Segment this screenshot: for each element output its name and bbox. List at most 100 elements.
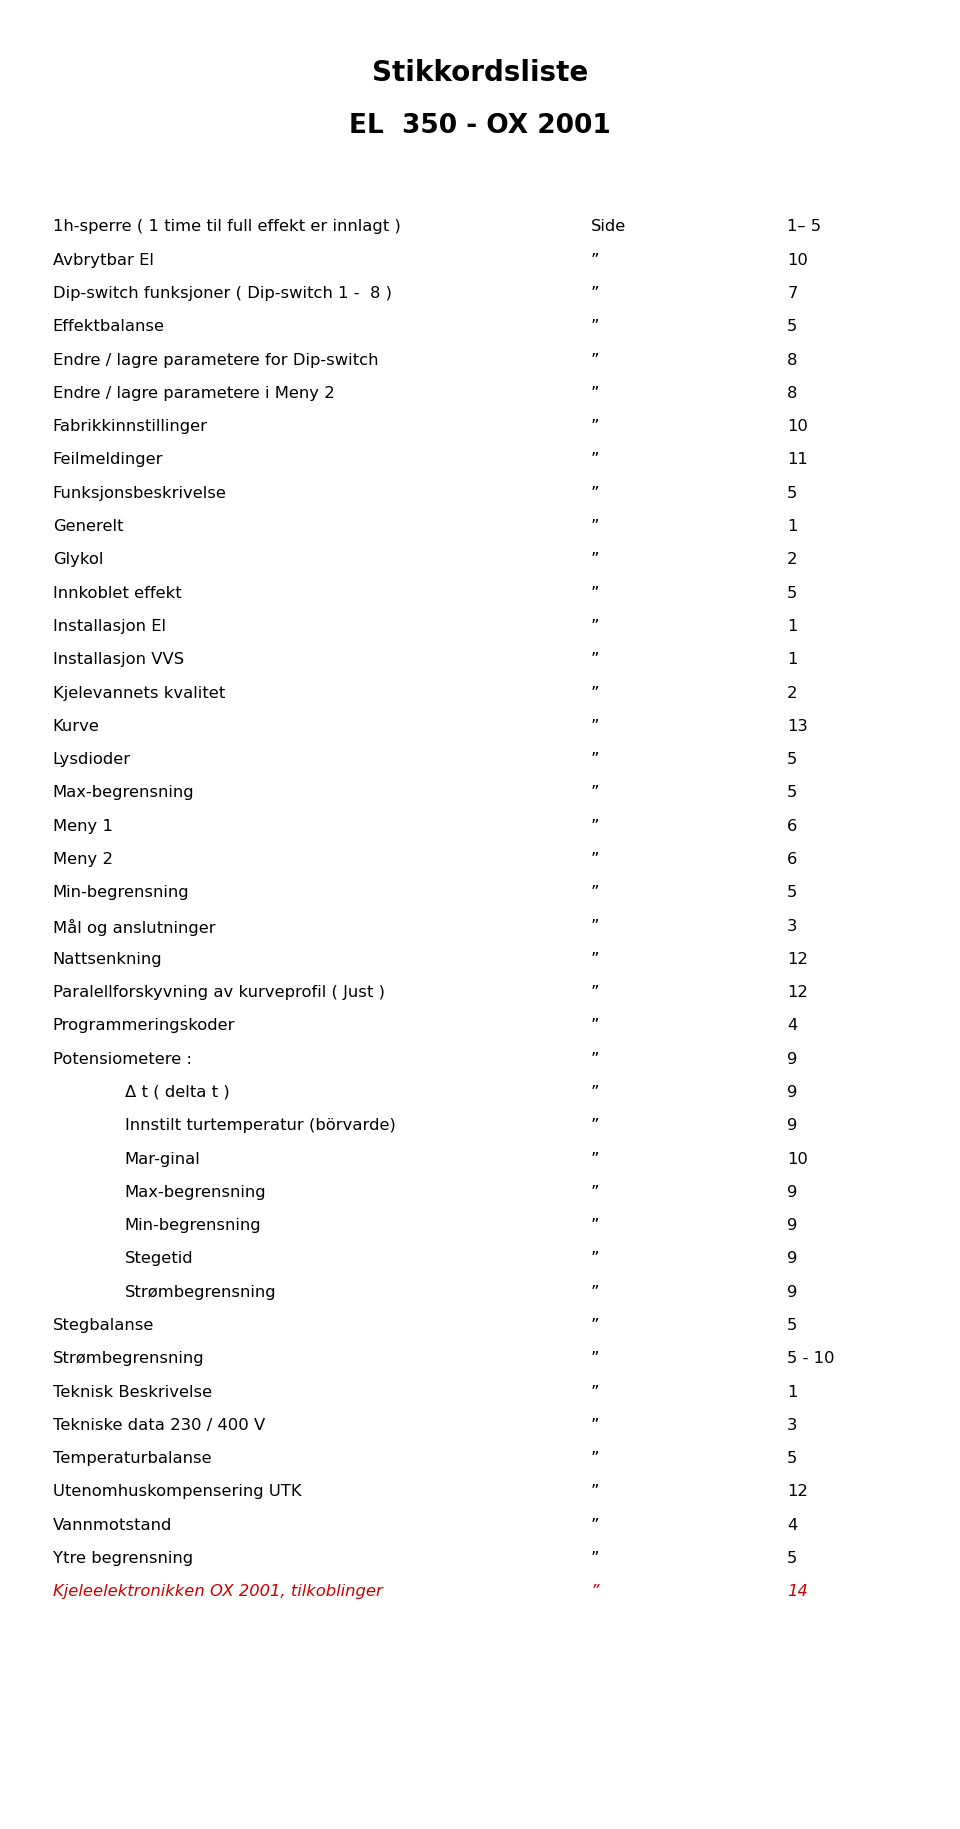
Text: ”: ” bbox=[590, 1518, 599, 1533]
Text: ”: ” bbox=[590, 1218, 599, 1233]
Text: Avbrytbar El: Avbrytbar El bbox=[53, 252, 154, 267]
Text: ”: ” bbox=[590, 986, 599, 1000]
Text: Generelt: Generelt bbox=[53, 519, 123, 534]
Text: 9: 9 bbox=[787, 1052, 798, 1066]
Text: 5: 5 bbox=[787, 885, 798, 900]
Text: ”: ” bbox=[590, 419, 599, 433]
Text: 10: 10 bbox=[787, 252, 808, 267]
Text: Funksjonsbeskrivelse: Funksjonsbeskrivelse bbox=[53, 487, 227, 501]
Text: 9: 9 bbox=[787, 1251, 798, 1266]
Text: Kurve: Kurve bbox=[53, 719, 100, 733]
Text: 9: 9 bbox=[787, 1085, 798, 1099]
Text: ”: ” bbox=[590, 1019, 599, 1033]
Text: ”: ” bbox=[590, 1485, 599, 1500]
Text: 5: 5 bbox=[787, 1319, 798, 1333]
Text: 5: 5 bbox=[787, 1450, 798, 1467]
Text: 4: 4 bbox=[787, 1019, 798, 1033]
Text: Vannmotstand: Vannmotstand bbox=[53, 1518, 172, 1533]
Text: 8: 8 bbox=[787, 353, 798, 368]
Text: Lysdioder: Lysdioder bbox=[53, 752, 131, 766]
Text: ”: ” bbox=[590, 885, 599, 900]
Text: Feilmeldinger: Feilmeldinger bbox=[53, 452, 163, 468]
Text: ”: ” bbox=[590, 1450, 599, 1467]
Text: ”: ” bbox=[590, 618, 599, 635]
Text: ”: ” bbox=[590, 918, 599, 933]
Text: ”: ” bbox=[590, 653, 599, 668]
Text: 5: 5 bbox=[787, 320, 798, 335]
Text: 5: 5 bbox=[787, 585, 798, 600]
Text: 1: 1 bbox=[787, 653, 798, 668]
Text: ”: ” bbox=[590, 1085, 599, 1099]
Text: Endre / lagre parametere for Dip-switch: Endre / lagre parametere for Dip-switch bbox=[53, 353, 378, 368]
Text: 4: 4 bbox=[787, 1518, 798, 1533]
Text: 12: 12 bbox=[787, 986, 808, 1000]
Text: Fabrikkinnstillinger: Fabrikkinnstillinger bbox=[53, 419, 207, 433]
Text: ”: ” bbox=[590, 1152, 599, 1167]
Text: Min-begrensning: Min-begrensning bbox=[53, 885, 189, 900]
Text: 1: 1 bbox=[787, 618, 798, 635]
Text: 5: 5 bbox=[787, 487, 798, 501]
Text: ”: ” bbox=[590, 819, 599, 834]
Text: Kjeleelektronikken OX 2001, tilkoblinger: Kjeleelektronikken OX 2001, tilkoblinger bbox=[53, 1584, 382, 1599]
Text: ”: ” bbox=[590, 719, 599, 733]
Text: 7: 7 bbox=[787, 285, 798, 302]
Text: 5: 5 bbox=[787, 1551, 798, 1566]
Text: 11: 11 bbox=[787, 452, 808, 468]
Text: ”: ” bbox=[590, 519, 599, 534]
Text: Temperaturbalanse: Temperaturbalanse bbox=[53, 1450, 211, 1467]
Text: ”: ” bbox=[590, 1417, 599, 1432]
Text: 9: 9 bbox=[787, 1118, 798, 1134]
Text: 13: 13 bbox=[787, 719, 808, 733]
Text: ”: ” bbox=[590, 752, 599, 766]
Text: Meny 1: Meny 1 bbox=[53, 819, 112, 834]
Text: 3: 3 bbox=[787, 1417, 798, 1432]
Text: 5: 5 bbox=[787, 785, 798, 801]
Text: 12: 12 bbox=[787, 1485, 808, 1500]
Text: Paralellforskyvning av kurveprofil ( Just ): Paralellforskyvning av kurveprofil ( Jus… bbox=[53, 986, 385, 1000]
Text: Side: Side bbox=[590, 219, 626, 234]
Text: Δ t ( delta t ): Δ t ( delta t ) bbox=[125, 1085, 229, 1099]
Text: 9: 9 bbox=[787, 1218, 798, 1233]
Text: Mål og anslutninger: Mål og anslutninger bbox=[53, 918, 215, 936]
Text: ”: ” bbox=[590, 386, 599, 401]
Text: ”: ” bbox=[590, 1551, 599, 1566]
Text: Effektbalanse: Effektbalanse bbox=[53, 320, 165, 335]
Text: Endre / lagre parametere i Meny 2: Endre / lagre parametere i Meny 2 bbox=[53, 386, 334, 401]
Text: Programmeringskoder: Programmeringskoder bbox=[53, 1019, 235, 1033]
Text: 1h-sperre ( 1 time til full effekt er innlagt ): 1h-sperre ( 1 time til full effekt er in… bbox=[53, 219, 400, 234]
Text: Max-begrensning: Max-begrensning bbox=[125, 1185, 267, 1200]
Text: 2: 2 bbox=[787, 552, 798, 567]
Text: ”: ” bbox=[590, 285, 599, 302]
Text: ”: ” bbox=[590, 1185, 599, 1200]
Text: Stegbalanse: Stegbalanse bbox=[53, 1319, 155, 1333]
Text: ”: ” bbox=[590, 785, 599, 801]
Text: ”: ” bbox=[590, 1052, 599, 1066]
Text: 1– 5: 1– 5 bbox=[787, 219, 822, 234]
Text: 5: 5 bbox=[787, 752, 798, 766]
Text: 3: 3 bbox=[787, 918, 798, 933]
Text: ”: ” bbox=[590, 1118, 599, 1134]
Text: Nattsenkning: Nattsenkning bbox=[53, 951, 162, 968]
Text: 6: 6 bbox=[787, 852, 798, 867]
Text: 2: 2 bbox=[787, 686, 798, 701]
Text: 10: 10 bbox=[787, 419, 808, 433]
Text: EL  350 - OX 2001: EL 350 - OX 2001 bbox=[349, 113, 611, 139]
Text: Dip-switch funksjoner ( Dip-switch 1 -  8 ): Dip-switch funksjoner ( Dip-switch 1 - 8… bbox=[53, 285, 392, 302]
Text: ”: ” bbox=[590, 686, 599, 701]
Text: ”: ” bbox=[590, 252, 599, 267]
Text: Strømbegrensning: Strømbegrensning bbox=[53, 1352, 204, 1366]
Text: 14: 14 bbox=[787, 1584, 808, 1599]
Text: ”: ” bbox=[590, 452, 599, 468]
Text: ”: ” bbox=[590, 1352, 599, 1366]
Text: ”: ” bbox=[590, 852, 599, 867]
Text: 5 - 10: 5 - 10 bbox=[787, 1352, 834, 1366]
Text: Max-begrensning: Max-begrensning bbox=[53, 785, 195, 801]
Text: Stegetid: Stegetid bbox=[125, 1251, 193, 1266]
Text: ”: ” bbox=[590, 1584, 599, 1599]
Text: Strømbegrensning: Strømbegrensning bbox=[125, 1284, 276, 1300]
Text: Kjelevannets kvalitet: Kjelevannets kvalitet bbox=[53, 686, 225, 701]
Text: Mar-ginal: Mar-ginal bbox=[125, 1152, 201, 1167]
Text: ”: ” bbox=[590, 1251, 599, 1266]
Text: Utenomhuskompensering UTK: Utenomhuskompensering UTK bbox=[53, 1485, 301, 1500]
Text: 1: 1 bbox=[787, 1385, 798, 1399]
